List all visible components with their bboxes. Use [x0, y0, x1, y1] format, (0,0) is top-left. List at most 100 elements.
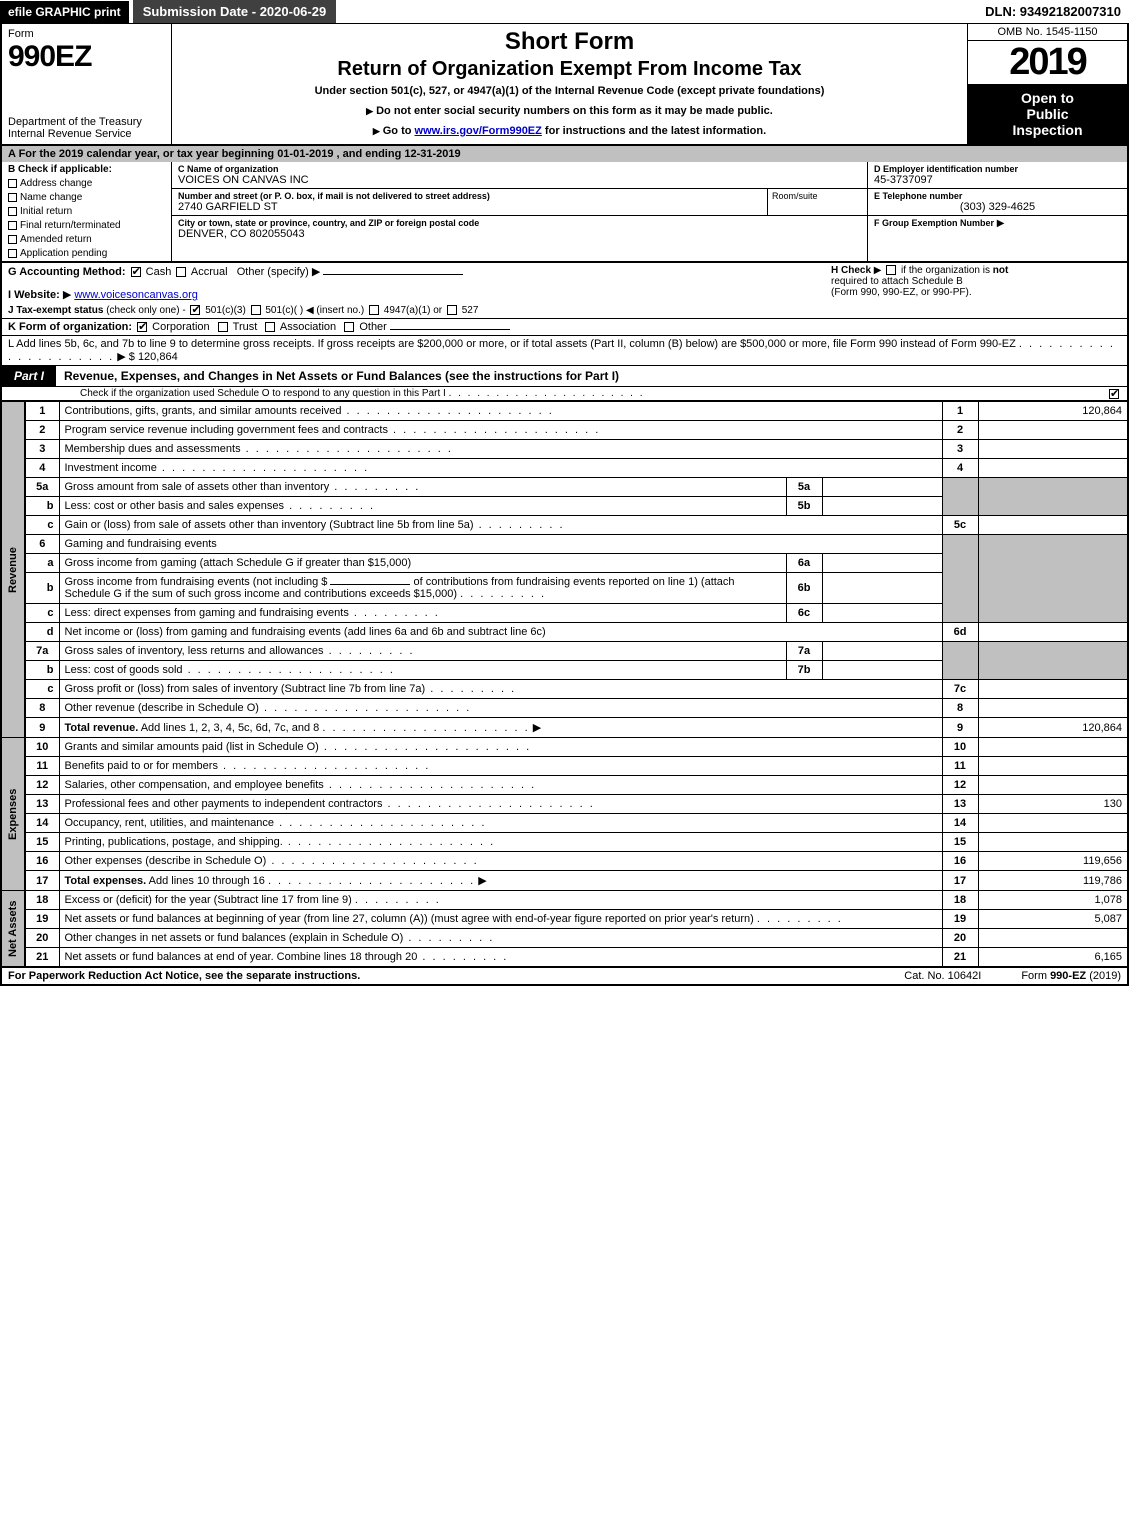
line-7c-desc: Gross profit or (loss) from sales of inv…: [59, 680, 942, 699]
line-11-value: [978, 757, 1128, 776]
check-amended-return[interactable]: Amended return: [8, 234, 165, 245]
website-link[interactable]: www.voicesoncanvas.org: [74, 289, 198, 301]
short-form-title: Short Form: [180, 28, 959, 56]
lines-g-h-i-j: G Accounting Method: Cash Accrual Other …: [0, 263, 1129, 319]
line-5a-desc: Gross amount from sale of assets other t…: [59, 478, 786, 497]
open-line1: Open to: [972, 90, 1123, 106]
right-info-column: D Employer identification number 45-3737…: [867, 162, 1127, 261]
dept-irs: Internal Revenue Service: [8, 128, 165, 140]
check-final-return[interactable]: Final return/terminated: [8, 220, 165, 231]
h-pre: H Check: [831, 265, 871, 276]
line-j: J Tax-exempt status (check only one) - 5…: [8, 305, 821, 316]
line-6d-colno: 6d: [942, 623, 978, 642]
line-19-no: 19: [25, 910, 59, 929]
department-label: Department of the Treasury Internal Reve…: [8, 116, 165, 140]
line-10-no: 10: [25, 738, 59, 757]
org-street: 2740 GARFIELD ST: [178, 201, 861, 213]
line-6c-mini-no: 6c: [786, 604, 822, 623]
check-address-change[interactable]: Address change: [8, 178, 165, 189]
line-15-value: [978, 833, 1128, 852]
check-name-change[interactable]: Name change: [8, 192, 165, 203]
j-501c-checkbox[interactable]: [251, 305, 261, 315]
i-label: I Website:: [8, 289, 60, 301]
line-13-colno: 13: [942, 795, 978, 814]
city-label: City or town, state or province, country…: [178, 218, 861, 228]
line-20-value: [978, 929, 1128, 948]
line-21-desc: Net assets or fund balances at end of ye…: [59, 948, 942, 967]
line-4-value: [978, 459, 1128, 478]
g-accrual-checkbox[interactable]: [176, 267, 186, 277]
j-4947-checkbox[interactable]: [369, 305, 379, 315]
line-15-no: 15: [25, 833, 59, 852]
g-other-input[interactable]: [323, 274, 463, 275]
line-7b-no: b: [25, 661, 59, 680]
line-7c-value: [978, 680, 1128, 699]
line-6c-desc: Less: direct expenses from gaming and fu…: [59, 604, 786, 623]
line-6a-mini-val: [822, 554, 942, 573]
shaded-cell: [978, 642, 1128, 680]
k-assoc-checkbox[interactable]: [265, 322, 275, 332]
line-2-colno: 2: [942, 421, 978, 440]
goto-pre: Go to: [383, 125, 415, 137]
check-label: Address change: [20, 178, 92, 189]
k-other-checkbox[interactable]: [344, 322, 354, 332]
ein-value: 45-3737097: [874, 174, 1121, 186]
ssn-warning: Do not enter social security numbers on …: [180, 105, 959, 117]
line-a-tax-year: A For the 2019 calendar year, or tax yea…: [0, 146, 1129, 162]
check-application-pending[interactable]: Application pending: [8, 248, 165, 259]
check-initial-return[interactable]: Initial return: [8, 206, 165, 217]
line-21-colno: 21: [942, 948, 978, 967]
line-10-value: [978, 738, 1128, 757]
k-other-input[interactable]: [390, 329, 510, 330]
line-6c-no: c: [25, 604, 59, 623]
line-18-value: 1,078: [978, 891, 1128, 910]
line-6b-pre: Gross income from fundraising events (no…: [65, 576, 328, 588]
line-19-colno: 19: [942, 910, 978, 929]
part-i-check-o: Check if the organization used Schedule …: [0, 387, 1129, 401]
check-o-text: Check if the organization used Schedule …: [10, 388, 446, 399]
line-6a-mini-no: 6a: [786, 554, 822, 573]
footer-form-no: 990-EZ: [1050, 970, 1086, 982]
line-5c-value: [978, 516, 1128, 535]
j-501c-label: 501(c)( ): [265, 305, 303, 316]
line-k: K Form of organization: Corporation Trus…: [0, 319, 1129, 336]
k-trust-label: Trust: [233, 321, 258, 333]
line-7b-mini-val: [822, 661, 942, 680]
line-10-colno: 10: [942, 738, 978, 757]
line-15-colno: 15: [942, 833, 978, 852]
catalog-number: Cat. No. 10642I: [904, 970, 981, 982]
k-trust-checkbox[interactable]: [218, 322, 228, 332]
j-527-checkbox[interactable]: [447, 305, 457, 315]
j-501c3-checkbox[interactable]: [190, 305, 200, 315]
irs-link[interactable]: www.irs.gov/Form990EZ: [415, 125, 542, 137]
paperwork-notice: For Paperwork Reduction Act Notice, see …: [8, 970, 360, 982]
h-text1: if the organization is: [901, 265, 990, 276]
schedule-o-checkbox[interactable]: [1109, 389, 1119, 399]
j-4947-label: 4947(a)(1) or: [384, 305, 442, 316]
phone-value: (303) 329-4625: [874, 201, 1121, 213]
street-label: Number and street (or P. O. box, if mail…: [178, 191, 861, 201]
line-20-no: 20: [25, 929, 59, 948]
line-20-colno: 20: [942, 929, 978, 948]
h-checkbox[interactable]: [886, 265, 896, 275]
k-corp-checkbox[interactable]: [137, 322, 147, 332]
k-corp-label: Corporation: [152, 321, 209, 333]
line-16-no: 16: [25, 852, 59, 871]
line-2-no: 2: [25, 421, 59, 440]
efile-print-button[interactable]: efile GRAPHIC print: [0, 1, 129, 23]
g-label: G Accounting Method:: [8, 266, 126, 278]
org-street-row: Number and street (or P. O. box, if mail…: [172, 189, 867, 216]
open-public-badge: Open to Public Inspection: [968, 84, 1127, 144]
check-label: Initial return: [20, 206, 72, 217]
line-6b-blank[interactable]: [330, 584, 410, 585]
line-5c-colno: 5c: [942, 516, 978, 535]
goto-line: Go to www.irs.gov/Form990EZ for instruct…: [180, 125, 959, 137]
line-3-colno: 3: [942, 440, 978, 459]
line-7a-no: 7a: [25, 642, 59, 661]
g-cash-checkbox[interactable]: [131, 267, 141, 277]
line-20-desc: Other changes in net assets or fund bala…: [59, 929, 942, 948]
line-5b-desc: Less: cost or other basis and sales expe…: [59, 497, 786, 516]
shaded-cell: [978, 478, 1128, 516]
line-6-desc: Gaming and fundraising events: [59, 535, 942, 554]
h-text3: (Form 990, 990-EZ, or 990-PF).: [831, 287, 972, 298]
